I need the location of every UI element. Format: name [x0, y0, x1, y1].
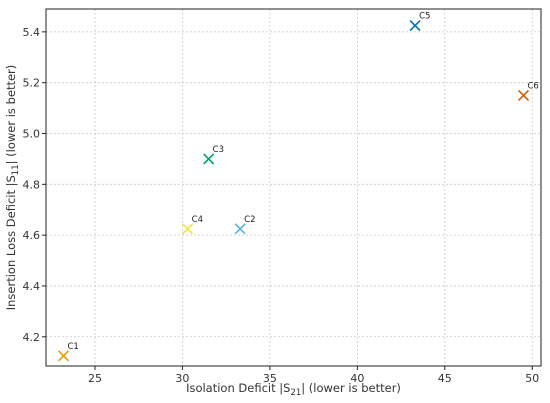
- data-point-c5: C5: [409, 12, 430, 32]
- point-label: C1: [67, 342, 78, 352]
- x-tick-label: 35: [263, 372, 277, 385]
- x-tick-label: 30: [175, 372, 189, 385]
- x-marker: [182, 223, 194, 235]
- point-label: C5: [419, 12, 430, 22]
- plot-area-frame: [45, 8, 542, 367]
- x-tick-label: 25: [88, 372, 102, 385]
- data-point-c3: C3: [203, 145, 224, 165]
- y-tick-label: 5.2: [23, 77, 41, 90]
- y-tick-label: 5.0: [23, 128, 41, 141]
- axis-ticks: 25 30 35 40 45 50 4.2 4.4 4.6 4.8 5.0 5.2 5.4: [23, 26, 540, 385]
- grid: [46, 9, 541, 366]
- x-tick-label: 40: [350, 372, 364, 385]
- data-points: C1 C2 C3 C4 C5 C6: [57, 12, 539, 362]
- data-point-c1: C1: [57, 342, 79, 362]
- point-label: C4: [192, 215, 203, 225]
- data-point-c4: C4: [182, 215, 203, 235]
- y-tick-label: 4.4: [23, 280, 41, 293]
- x-tick-label: 50: [525, 372, 539, 385]
- y-axis-title-subscript: 11: [11, 164, 21, 175]
- data-point-c6: C6: [517, 81, 539, 101]
- x-axis-title: Isolation Deficit |S21| (lower is better…: [186, 381, 401, 398]
- x-marker: [409, 19, 421, 32]
- x-marker: [57, 350, 70, 362]
- y-tick-label: 4.8: [23, 178, 41, 191]
- x-marker: [234, 223, 246, 235]
- y-tick-label: 5.4: [23, 26, 41, 39]
- data-point-c2: C2: [234, 215, 255, 235]
- point-label: C3: [213, 145, 224, 155]
- x-tick-label: 45: [438, 372, 452, 385]
- point-label: C2: [244, 215, 255, 225]
- point-label: C6: [528, 81, 539, 91]
- y-axis-title: Insertion Loss Deficit |S11| (lower is b…: [4, 65, 21, 311]
- y-tick-label: 4.2: [23, 331, 41, 344]
- x-axis-title-subscript: 21: [290, 388, 301, 398]
- x-marker: [203, 153, 215, 165]
- x-marker: [517, 89, 530, 101]
- y-tick-label: 4.6: [23, 229, 41, 242]
